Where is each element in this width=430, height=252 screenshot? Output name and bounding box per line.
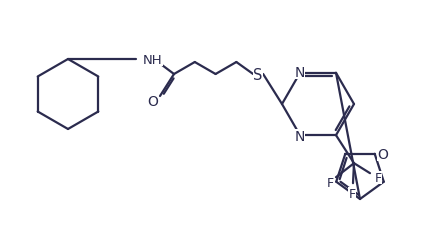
Text: F: F: [348, 187, 356, 200]
Text: NH: NH: [143, 53, 163, 66]
Text: S: S: [253, 67, 263, 82]
Text: F: F: [326, 176, 334, 189]
Text: N: N: [295, 66, 305, 80]
Text: F: F: [375, 171, 381, 184]
Text: O: O: [377, 147, 388, 161]
Text: N: N: [295, 130, 305, 144]
Text: O: O: [147, 94, 158, 109]
